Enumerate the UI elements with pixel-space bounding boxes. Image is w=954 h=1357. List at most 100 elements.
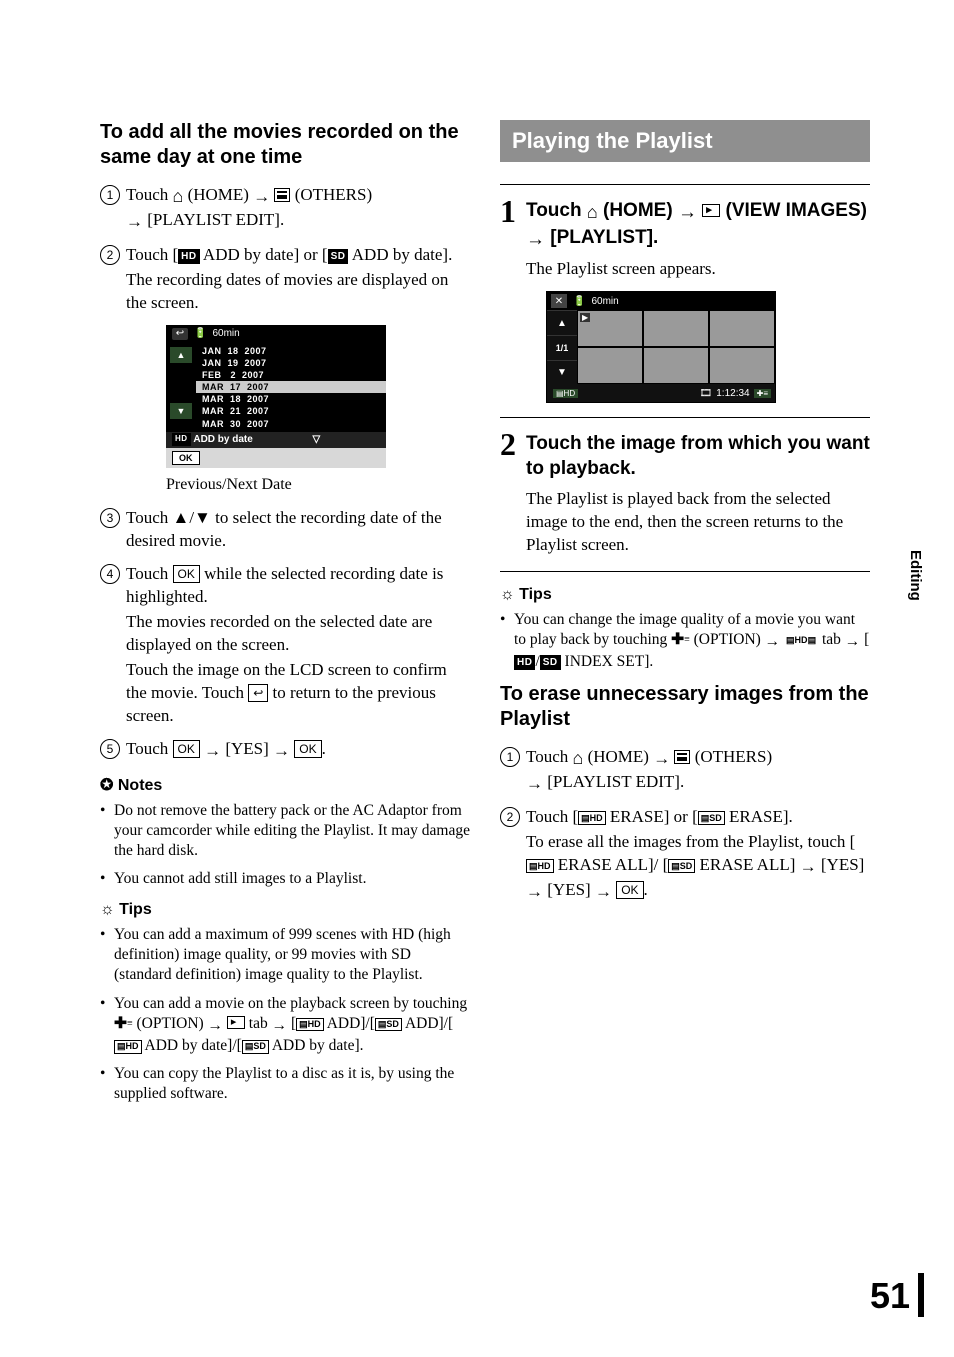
playlist-hd-icon (296, 1018, 324, 1032)
erase-heading: To erase unnecessary images from the Pla… (500, 682, 870, 732)
option-icon (114, 1015, 133, 1032)
tips-list: You can change the image quality of a mo… (500, 610, 870, 672)
playlist-thumb (577, 347, 643, 384)
step-2: Touch [HD ADD by date] or [SD ADD by dat… (100, 244, 470, 495)
arrow-icon (595, 881, 612, 904)
playlist-screenshot: ✕🔋60min ▲ 1/1 ▼ (546, 291, 776, 403)
ok-icon: OK (173, 740, 200, 758)
notes-list: Do not remove the battery pack or the AC… (100, 801, 470, 890)
duration-label: 1:12:34 (716, 388, 749, 399)
arrow-icon (272, 1016, 288, 1036)
scroll-up-icon: ▲ (547, 310, 577, 335)
playlist-thumb (709, 347, 775, 384)
page-indicator: 1/1 (547, 335, 577, 360)
page-number: 51 (870, 1275, 910, 1317)
play-step-1: 1 Touch (HOME) (VIEW IMAGES) [PLAYLIST].… (500, 199, 870, 403)
divider (500, 184, 870, 185)
ok-icon: OK (294, 740, 321, 758)
others-icon (274, 188, 290, 202)
option-icon (671, 631, 690, 648)
battery-label: 60min (591, 296, 618, 307)
playlist-thumb (643, 347, 709, 384)
step-number: 2 (500, 426, 516, 463)
playlist-sd-icon (242, 1040, 269, 1054)
side-tab: Editing (907, 550, 924, 601)
page-bar (918, 1273, 924, 1317)
ok-button: OK (172, 451, 200, 465)
ok-icon: OK (616, 881, 643, 899)
return-icon: ↩ (172, 328, 188, 340)
playlist-hd-icon (526, 859, 554, 873)
playlist-sd-icon (698, 811, 725, 825)
playlist-thumb (643, 310, 709, 347)
tip-item: You can copy the Playlist to a disc as i… (100, 1064, 470, 1104)
hd-badge-icon: HD (178, 249, 199, 265)
erase-steps: Touch (HOME) (OTHERS) [PLAYLIST EDIT]. T… (500, 746, 870, 904)
step-1: Touch (HOME) (OTHERS) [PLAYLIST EDIT]. (100, 184, 470, 234)
playlist-sd-icon (375, 1018, 402, 1032)
view-icon (227, 1016, 245, 1029)
right-column: Playing the Playlist 1 Touch (HOME) (VIE… (500, 120, 870, 1112)
others-icon (674, 750, 690, 764)
playlist-sd-icon (668, 859, 695, 873)
sd-badge-icon: SD (540, 655, 561, 670)
arrow-icon (204, 740, 221, 763)
arrow-icon (526, 773, 543, 796)
arrow-icon (208, 1016, 224, 1036)
sd-badge-icon: SD (328, 249, 349, 265)
prev-date-button: ▲ (170, 347, 192, 363)
tips-heading: Tips (500, 586, 870, 604)
arrow-icon (526, 228, 545, 253)
arrow-icon (765, 632, 781, 652)
add-by-date-heading: To add all the movies recorded on the sa… (100, 120, 470, 170)
playlist-hd-icon: ▤HD (553, 389, 578, 398)
step-4: Touch OK while the selected recording da… (100, 563, 470, 728)
arrow-icon (526, 881, 543, 904)
tip-item: You can add a movie on the playback scre… (100, 994, 470, 1056)
note-item: Do not remove the battery pack or the AC… (100, 801, 470, 861)
view-icon (702, 204, 720, 217)
arrow-icon (653, 748, 670, 771)
notes-heading: Notes (100, 775, 470, 795)
step-3: Touch ▲/▼ to select the recording date o… (100, 507, 470, 553)
arrow-icon (253, 186, 270, 209)
erase-step-1: Touch (HOME) (OTHERS) [PLAYLIST EDIT]. (500, 746, 870, 796)
arrow-icon (273, 740, 290, 763)
playlist-hd-icon: ▤ (784, 635, 818, 647)
tips-list: You can add a maximum of 999 scenes with… (100, 925, 470, 1104)
divider (500, 417, 870, 418)
erase-step-2: Touch [ ERASE] or [ ERASE]. To erase all… (500, 806, 870, 904)
battery-label: 60min (212, 327, 239, 341)
date-list: JAN 18 2007JAN 19 2007FEB 2 2007MAR 17 2… (196, 343, 386, 432)
tip-item: You can change the image quality of a mo… (500, 610, 870, 672)
next-date-button: ▼ (170, 403, 192, 419)
tip-item: You can add a maximum of 999 scenes with… (100, 925, 470, 985)
home-icon (587, 201, 598, 226)
arrow-icon (678, 201, 697, 226)
playlist-thumb (577, 310, 643, 347)
date-select-screenshot: ↩🔋60min ▲ ▼ JAN 18 2007JAN 19 2007FEB 2 … (166, 325, 386, 468)
step-5: Touch OK [YES] OK. (100, 738, 470, 763)
ok-icon: OK (173, 565, 200, 583)
play-step-2: 2 Touch the image from which you want to… (500, 432, 870, 556)
playlist-hd-icon (114, 1040, 142, 1054)
arrow-icon (845, 632, 861, 652)
hd-badge-icon: HD (514, 655, 535, 670)
arrow-icon (126, 211, 143, 234)
step-number: 1 (500, 193, 516, 230)
section-banner: Playing the Playlist (500, 120, 870, 162)
screenshot-caption: Previous/Next Date (166, 474, 470, 496)
note-item: You cannot add still images to a Playlis… (100, 869, 470, 889)
tips-heading: Tips (100, 901, 470, 919)
close-icon: ✕ (551, 294, 567, 308)
divider (500, 571, 870, 572)
step-2-body: The recording dates of movies are displa… (126, 269, 470, 315)
home-icon (173, 184, 184, 209)
arrow-icon (800, 856, 817, 879)
playlist-thumb (709, 310, 775, 347)
hd-badge-icon: HD (172, 433, 191, 446)
option-icon: ✚≡ (754, 389, 771, 398)
return-icon (248, 684, 268, 702)
left-column: To add all the movies recorded on the sa… (100, 120, 470, 1112)
add-steps: Touch (HOME) (OTHERS) [PLAYLIST EDIT]. T… (100, 184, 470, 763)
